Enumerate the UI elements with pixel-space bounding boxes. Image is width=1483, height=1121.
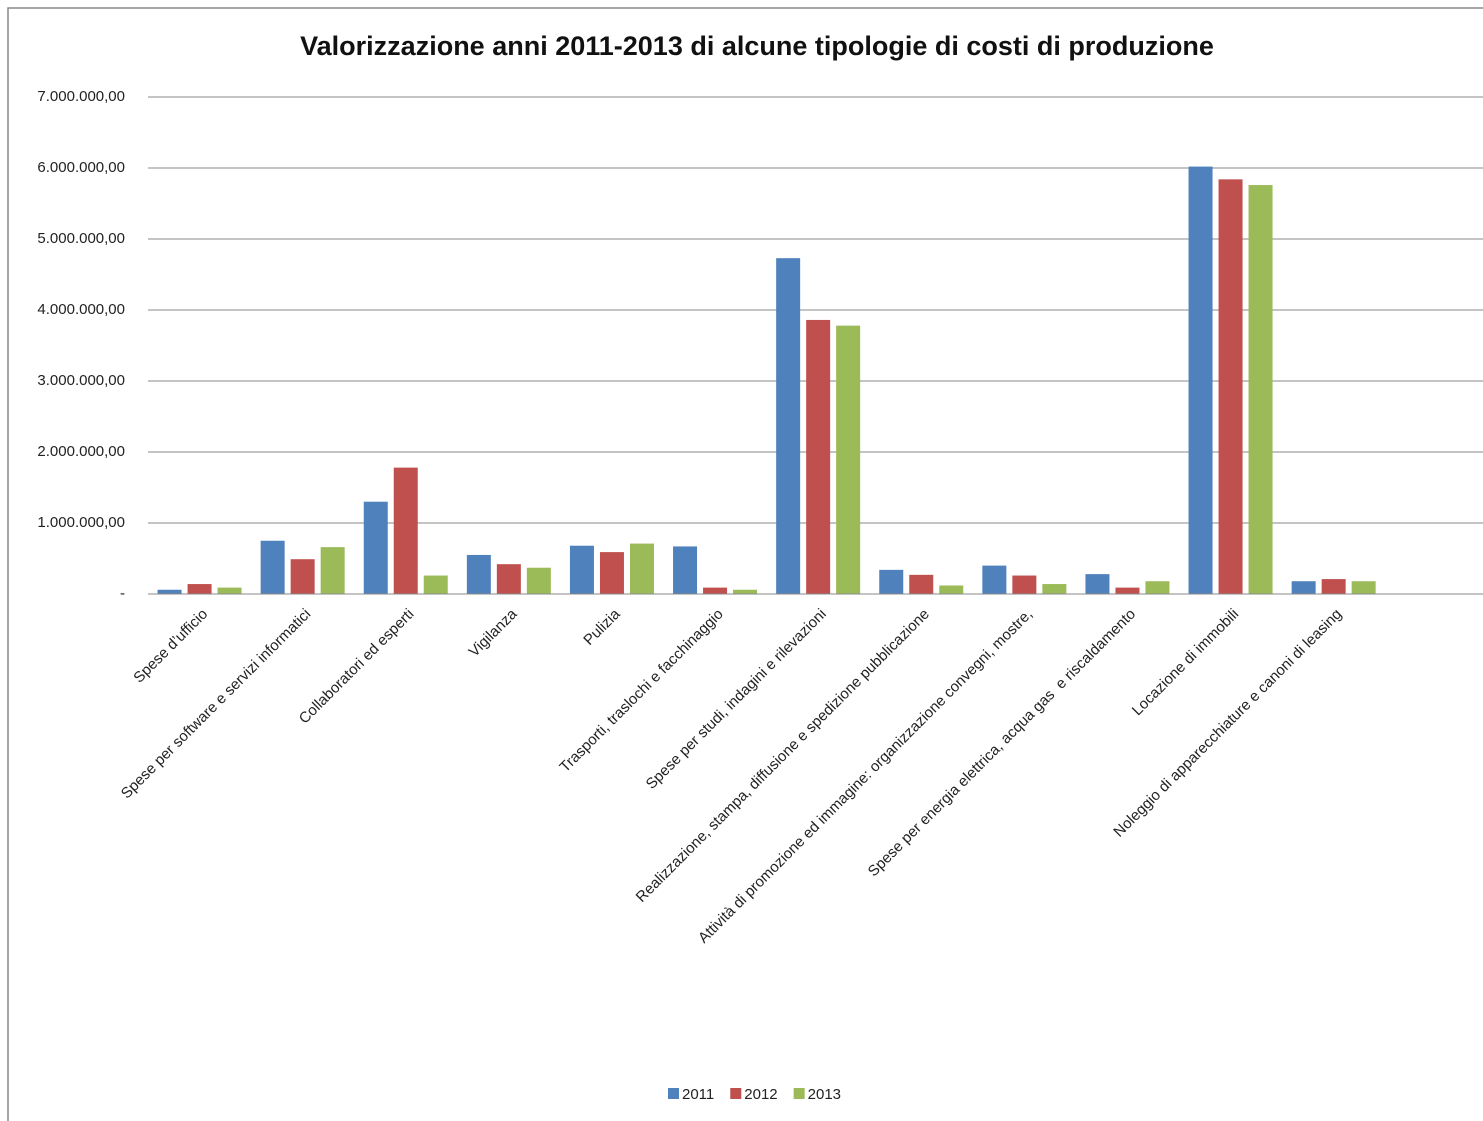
x-tick-label: Locazione di immobili xyxy=(1129,606,1242,719)
bar xyxy=(1218,179,1243,595)
bar xyxy=(1042,584,1067,594)
bar xyxy=(599,552,624,594)
legend-swatch xyxy=(793,1088,805,1099)
chart-title: Valorizzazione anni 2011-2013 di alcune … xyxy=(300,31,1214,61)
legend-label: 2013 xyxy=(808,1086,841,1103)
y-tick-label: 6.000.000,00 xyxy=(37,159,125,176)
bar xyxy=(217,587,242,594)
bar xyxy=(1291,581,1316,594)
bar xyxy=(1248,185,1273,595)
bar xyxy=(1351,581,1376,594)
x-tick-label: Spese per software e servizi informatici xyxy=(118,606,315,803)
chart-border xyxy=(7,7,1483,1121)
x-tick-label: Noleggio di apparecchiature e canoni di … xyxy=(1110,606,1345,841)
bar xyxy=(363,501,388,594)
bar xyxy=(393,467,418,594)
bar xyxy=(320,547,345,594)
bar xyxy=(909,574,934,594)
bar xyxy=(569,545,594,594)
y-tick-label: 4.000.000,00 xyxy=(37,301,125,318)
bar xyxy=(982,565,1007,594)
bar xyxy=(629,543,654,594)
bar xyxy=(290,559,315,594)
legend-swatch xyxy=(668,1088,679,1099)
bar xyxy=(187,584,212,594)
bar xyxy=(1145,581,1170,594)
y-tick-label: 5.000.000,00 xyxy=(37,230,125,247)
x-tick-label: Trasporti, traslochi e facchinaggio xyxy=(556,606,726,776)
bar xyxy=(157,589,182,594)
legend-label: 2011 xyxy=(682,1086,714,1103)
y-tick-label: 2.000.000,00 xyxy=(37,443,125,460)
bar xyxy=(703,587,728,594)
bar xyxy=(806,319,831,594)
x-tick-label: Spese per studi, indagini e rilevazioni xyxy=(643,606,830,793)
legend-label: 2012 xyxy=(744,1086,777,1103)
bar xyxy=(776,258,801,594)
bar xyxy=(836,325,861,594)
bar xyxy=(1321,579,1346,594)
bar xyxy=(673,546,698,594)
bar xyxy=(466,554,491,594)
x-tick-label: Spese d’ufficio xyxy=(130,606,211,687)
bar xyxy=(423,575,448,594)
x-tick-label: Attività di promozione ed immagine: orga… xyxy=(695,606,1036,947)
y-tick-label: 3.000.000,00 xyxy=(37,372,125,389)
legend-swatch xyxy=(730,1088,742,1099)
x-tick-label: Pulizia xyxy=(580,605,624,649)
bar xyxy=(1085,574,1110,594)
bar xyxy=(526,567,551,594)
y-tick-label: 7.000.000,00 xyxy=(37,88,125,105)
x-tick-label: Vigilanza xyxy=(466,605,521,660)
bar xyxy=(1012,575,1037,594)
bar xyxy=(1188,166,1213,594)
y-tick-label: - xyxy=(120,585,125,602)
y-tick-label: 1.000.000,00 xyxy=(37,514,125,531)
bar xyxy=(496,564,521,594)
bar xyxy=(260,540,285,594)
bar xyxy=(733,589,758,594)
bar xyxy=(1115,587,1140,594)
x-tick-label: Collaboratori ed esperti xyxy=(296,606,418,728)
bar xyxy=(939,585,964,594)
bar xyxy=(879,569,904,594)
